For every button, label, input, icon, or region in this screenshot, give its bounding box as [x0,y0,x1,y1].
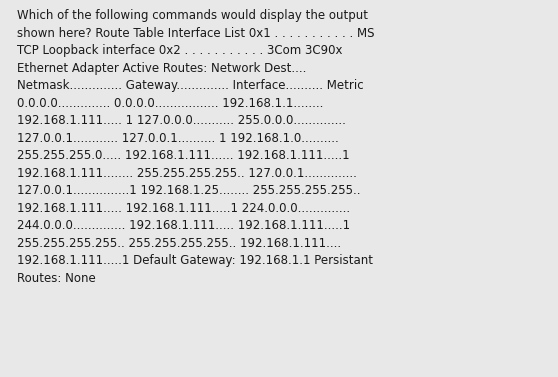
Text: Which of the following commands would display the output
shown here? Route Table: Which of the following commands would di… [17,9,374,285]
